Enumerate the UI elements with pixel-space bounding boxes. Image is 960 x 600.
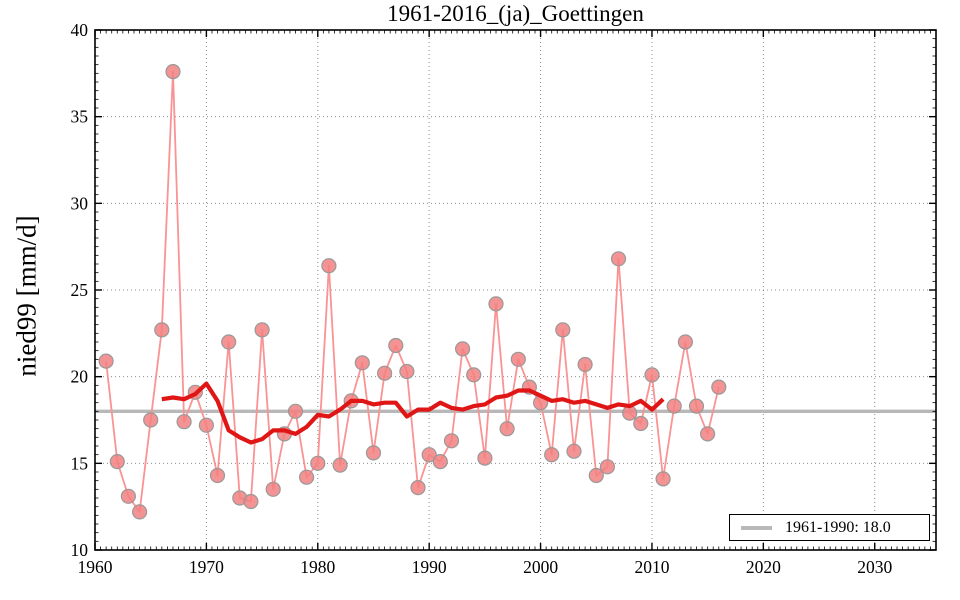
x-tick-label: 1970 [189,557,224,577]
data-point-marker [588,467,604,484]
x-tick-label: 1990 [412,557,447,577]
legend-label: 1961-1990: 18.0 [785,518,891,536]
data-point-marker [688,398,705,414]
data-point-marker [176,414,192,430]
data-point-marker [432,454,448,470]
x-tick-label: 2010 [634,557,669,577]
data-point-marker [265,481,281,497]
data-point-marker [198,417,214,433]
data-point-marker [310,455,326,471]
data-point-marker [299,469,315,485]
data-point-marker [209,467,226,484]
x-tick-label: 2020 [746,557,781,577]
data-point-marker [365,445,382,461]
data-point-marker [577,356,593,373]
y-tick-label: 40 [71,20,89,40]
data-point-marker [510,351,526,367]
y-tick-label: 35 [71,107,89,127]
y-tick-label: 15 [71,453,89,473]
data-point-marker [555,322,571,338]
data-point-marker [477,450,493,466]
data-point-marker [287,403,304,419]
data-point-marker [544,447,560,463]
data-point-marker [455,341,471,357]
data-point-marker [243,493,259,510]
data-point-marker [666,398,682,414]
data-point-marker [154,322,170,338]
data-point-marker [165,63,181,80]
x-tick-label: 1960 [78,557,113,577]
data-point-marker [332,457,348,473]
data-point-marker [388,337,404,354]
data-point-marker [98,353,114,369]
annual-series-line [105,70,720,513]
data-point-marker [711,379,727,395]
legend-line-sample [741,525,772,530]
data-point-marker [399,363,415,380]
data-point-marker [321,258,337,274]
data-point-marker [132,504,148,520]
data-point-marker [599,459,616,475]
data-point-marker [699,426,716,442]
data-point-marker [610,251,627,267]
data-point-marker [644,367,660,383]
data-point-marker [354,355,370,371]
legend-box: 1961-1990: 18.0 [729,514,930,541]
data-point-marker [677,334,694,350]
smoothed-series-line [161,381,665,445]
y-tick-label: 30 [71,193,89,213]
data-point-marker [633,415,649,432]
y-tick-label: 10 [71,540,89,560]
data-point-marker [566,443,582,459]
data-point-marker [466,367,482,383]
data-point-marker [120,488,136,504]
data-point-marker [254,322,270,338]
data-point-marker [143,412,159,428]
x-tick-label: 2030 [857,557,892,577]
data-point-marker [421,447,437,463]
data-point-marker [655,471,671,487]
data-point-marker [377,365,393,381]
y-tick-label: 20 [71,367,89,387]
y-tick-label: 25 [71,280,89,300]
data-point-marker [109,454,125,470]
y-axis-label: nied99 [mm/d] [11,215,42,377]
x-tick-label: 1980 [300,557,335,577]
data-point-marker [221,334,237,350]
data-point-marker [410,480,426,496]
x-tick-label: 2000 [523,557,558,577]
data-point-marker [443,433,460,449]
data-point-marker [499,421,515,437]
chart-title: 1961-2016_(ja)_Goettingen [387,1,644,26]
data-point-marker [488,296,504,312]
